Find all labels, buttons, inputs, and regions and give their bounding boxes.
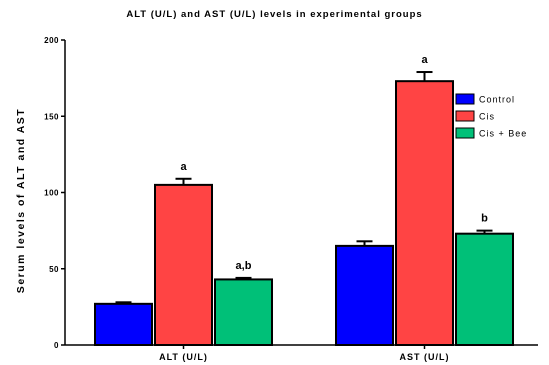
- y-tick-label: 100: [44, 189, 59, 198]
- legend-label: Cis: [479, 112, 495, 122]
- y-tick-label: 150: [44, 112, 59, 121]
- legend-label: Cis + Bee: [479, 129, 527, 139]
- legend-swatch: [455, 127, 475, 139]
- significance-label: b: [481, 213, 488, 225]
- y-tick-label: 200: [44, 36, 59, 45]
- bar: [154, 183, 213, 346]
- bar: [395, 80, 454, 347]
- bar: [335, 244, 394, 346]
- x-tick-label: ALT (U/L): [159, 352, 208, 362]
- legend-swatch: [455, 93, 475, 105]
- y-axis-label: Serum levels of ALT and AST: [15, 108, 27, 293]
- bar: [94, 302, 153, 347]
- significance-label: a: [180, 161, 187, 173]
- y-tick-label: 0: [54, 341, 59, 350]
- x-tick-label: AST (U/L): [400, 352, 450, 362]
- significance-label: a,b: [236, 260, 252, 272]
- legend-swatch: [455, 110, 475, 122]
- significance-label: a: [421, 54, 428, 66]
- legend-label: Control: [479, 95, 515, 105]
- y-tick-label: 50: [49, 265, 59, 274]
- bar: [214, 278, 273, 346]
- chart-title: ALT (U/L) and AST (U/L) levels in experi…: [126, 9, 423, 20]
- bar: [455, 232, 514, 346]
